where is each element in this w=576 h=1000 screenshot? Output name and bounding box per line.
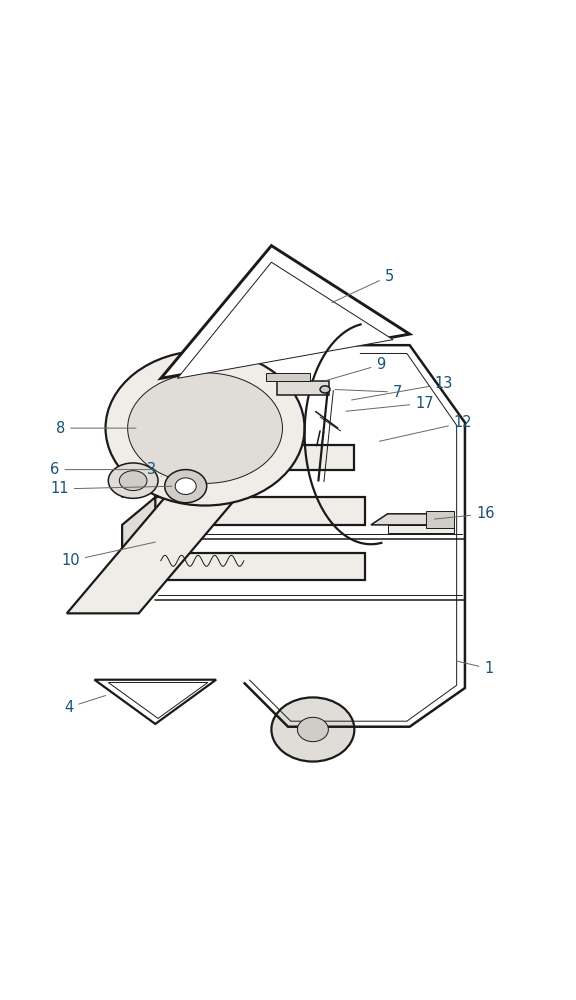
Text: 9: 9: [327, 357, 386, 380]
Text: 4: 4: [64, 695, 105, 715]
Text: 13: 13: [351, 376, 453, 400]
Polygon shape: [388, 525, 454, 533]
Text: 3: 3: [147, 462, 161, 477]
Text: 16: 16: [434, 506, 495, 521]
Ellipse shape: [165, 470, 207, 503]
Text: 12: 12: [379, 415, 472, 441]
Text: 5: 5: [332, 269, 394, 303]
Text: 7: 7: [335, 385, 403, 400]
Ellipse shape: [175, 478, 196, 494]
Text: 17: 17: [346, 396, 434, 411]
Text: 1: 1: [457, 661, 494, 676]
Polygon shape: [277, 381, 329, 395]
Polygon shape: [177, 262, 393, 378]
Text: 6: 6: [50, 462, 156, 477]
Polygon shape: [156, 553, 365, 580]
Ellipse shape: [271, 697, 354, 762]
Polygon shape: [426, 511, 454, 528]
Text: 11: 11: [50, 481, 172, 496]
Ellipse shape: [297, 717, 328, 742]
Polygon shape: [266, 373, 310, 381]
Polygon shape: [108, 682, 208, 718]
Polygon shape: [156, 445, 354, 470]
Ellipse shape: [108, 463, 158, 498]
Polygon shape: [67, 470, 260, 613]
Ellipse shape: [105, 351, 305, 506]
Polygon shape: [122, 553, 156, 608]
Ellipse shape: [320, 386, 330, 393]
Polygon shape: [156, 497, 365, 525]
Text: 10: 10: [61, 542, 156, 568]
Ellipse shape: [119, 471, 147, 491]
Polygon shape: [122, 497, 156, 553]
Polygon shape: [122, 445, 156, 497]
Text: 8: 8: [56, 421, 136, 436]
Polygon shape: [161, 246, 410, 378]
Polygon shape: [371, 514, 443, 525]
Polygon shape: [94, 680, 216, 724]
Ellipse shape: [128, 373, 282, 483]
